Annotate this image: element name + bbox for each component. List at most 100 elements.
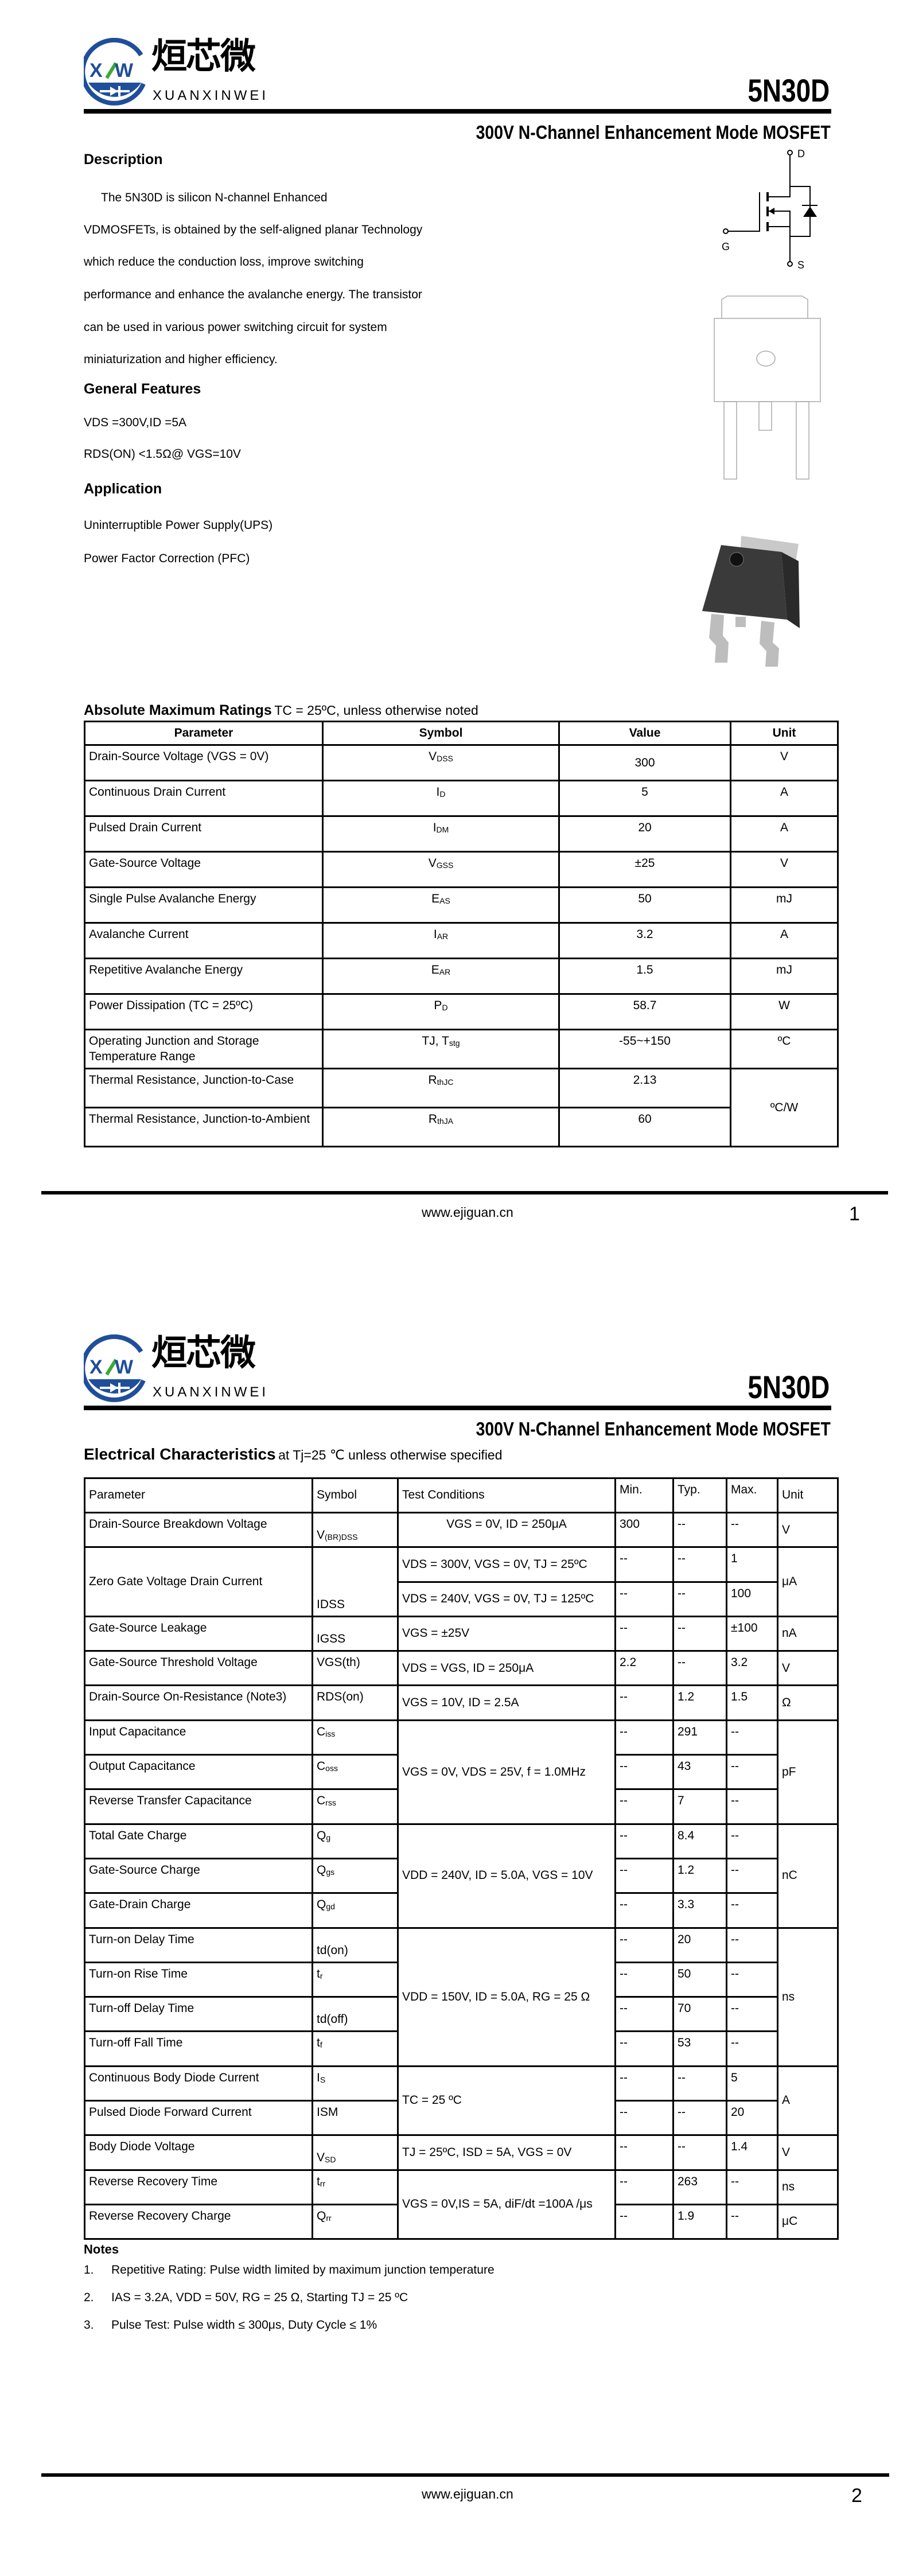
table-row: Gate-Source Charge Qgs -- 1.2 -- [84,1857,838,1894]
abs-max-title: Absolute Maximum Ratings TC = 25ºC, unle… [84,702,478,721]
abs-max-heading: Absolute Maximum Ratings [84,702,272,718]
note-item: 2. IAS = 3.2A, VDD = 50V, RG = 25 Ω, Star… [84,2290,408,2305]
symbol-main: t [317,2036,320,2050]
symbol-cell: PD [322,993,560,1031]
typ-cell: -- [672,2065,727,2102]
typ-cell: -- [672,1511,727,1548]
symbol-main: RDS(on) [317,1690,364,1704]
column-header: Symbol [312,1477,399,1513]
table-row: Zero Gate Voltage Drain Current IDSS VDS =… [84,1546,839,1617]
unit-cell: mJ [730,958,839,995]
column-header: Typ. [672,1477,727,1513]
symbol-cell: tf [312,2030,399,2067]
table-row: Pulsed Drain Current IDM 20 A [84,815,839,853]
parameter-cell: Drain-Source On-Resistance (Note3) [84,1684,313,1721]
max-cell: 20 [726,2100,778,2137]
svg-text:W: W [115,60,134,81]
max-cell: -- [726,1927,778,1963]
min-cell: 300 [614,1511,674,1548]
symbol-cell: Ciss [312,1719,399,1756]
parameter-cell: Operating Junction and Storage Temperatu… [84,1029,324,1070]
table-row: VDS = 240V, VGS = 0V, TJ = 125ºC -- -- 100 [85,1581,838,1617]
symbol-cell: Crss [312,1788,399,1825]
min-cell: -- [614,1996,674,2033]
brand-name-cn: 烜芯微 [151,1332,256,1373]
value-cell: 58.7 [558,993,731,1031]
typ-cell: -- [672,1615,727,1652]
part-number: 5N30D [748,1369,830,1405]
table-row: Drain-Source Voltage (VGS = 0V) VDSS 300 V [84,744,839,782]
typ-cell: 50 [672,1961,727,1998]
value-cell: 3.2 [558,922,731,960]
min-cell: -- [614,1684,674,1721]
unit-cell: V [777,2134,839,2171]
max-cell: ±100 [726,1615,778,1652]
symbol-cell: IDM [322,815,560,853]
symbol-cell: TJ, Tstg [322,1029,560,1070]
electrical-characteristics-table: Parameter Symbol Test Conditions Min. Ty… [84,1477,839,2240]
min-cell: -- [614,1788,674,1825]
parameter-cell: Total Gate Charge [84,1823,313,1859]
table-row: Gate-Source Voltage VGSS ±25 V [84,851,839,889]
unit-cell: μA [777,1546,839,1617]
description-line: can be used in various power switching c… [84,321,387,334]
min-cell: -- [614,1892,674,1929]
unit-cell: ºC [730,1029,839,1070]
typ-cell: 263 [672,2169,727,2205]
page-number: 2 [851,2485,862,2507]
elec-heading: Electrical Characteristics [84,1445,276,1463]
application-item: Power Factor Correction (PFC) [84,552,250,565]
value-cell: -55~+150 [558,1029,731,1070]
symbol-subscript: GSS [436,861,454,870]
abs-max-condition: TC = 25ºC, unless otherwise noted [274,703,478,718]
typ-cell: 53 [672,2030,727,2067]
min-cell: -- [614,2203,674,2240]
min-cell: -- [614,1581,674,1617]
typ-cell: 43 [672,1754,727,1791]
symbol-cell: td(on) [312,1927,399,1963]
feature-item: RDS(ON) <1.5Ω@ VGS=10V [84,448,241,461]
drain-label: D [797,148,805,159]
unit-cell: W [730,993,839,1031]
min-cell: -- [614,1961,674,1998]
symbol-cell: EAS [322,886,560,924]
max-cell: -- [726,1961,778,1998]
elec-title: Electrical Characteristics at Tj=25 ℃ un… [84,1445,503,1467]
column-header: Value [558,720,731,746]
symbol-subscript: DSS [437,754,453,764]
symbol-cell: IGSS [312,1615,399,1652]
min-cell: -- [614,1823,674,1859]
footer-rule [41,2473,889,2477]
unit-cell: A [777,2065,839,2137]
unit-cell: Ω [777,1684,839,1721]
table-row: Power Dissipation (TC = 25ºC) PD 58.7 W [84,993,839,1031]
symbol-cell: ID [322,780,560,818]
typ-cell: 8.4 [672,1823,727,1859]
symbol-subscript: rr [320,2178,326,2188]
unit-cell: ns [777,1927,839,2067]
symbol-cell: VGS(th) [312,1650,399,1687]
symbol-cell: VDSS [322,744,560,782]
symbol-main: t [317,2174,320,2188]
elec-condition: at Tj=25 ℃ unless otherwise specified [278,1447,503,1462]
typ-cell: -- [672,2100,727,2137]
table-row: Repetitive Avalanche Energy EAR 1.5 mJ [84,958,839,995]
svg-text:W: W [115,1356,134,1378]
table-row: Continuous Body Diode Current IS TC = 25 º… [84,2065,839,2137]
symbol-cell: trr [312,2169,399,2205]
max-cell: -- [726,1719,778,1756]
table-row: Gate-Drain Charge Qgd -- 3.3 -- [84,1892,838,1929]
symbol-subscript: stg [449,1038,460,1048]
symbol-cell: Qgd [312,1892,399,1929]
parameter-cell: Repetitive Avalanche Energy [84,958,324,995]
symbol-main: C [317,1760,326,1773]
svg-text:X: X [89,60,103,81]
column-header: Unit [730,720,839,746]
table-row: Turn-on Rise Time tr -- 50 -- [84,1961,838,1998]
symbol-main: C [317,1725,326,1738]
table-row: Gate-Source Threshold Voltage VGS(th) VDS … [84,1650,839,1687]
parameter-cell: Body Diode Voltage [84,2134,313,2171]
description-line: which reduce the conduction loss, improv… [84,255,364,269]
note-text: Pulse Test: Pulse width ≤ 300μs, Duty Cy… [111,2318,377,2332]
footer-rule [41,1191,888,1194]
